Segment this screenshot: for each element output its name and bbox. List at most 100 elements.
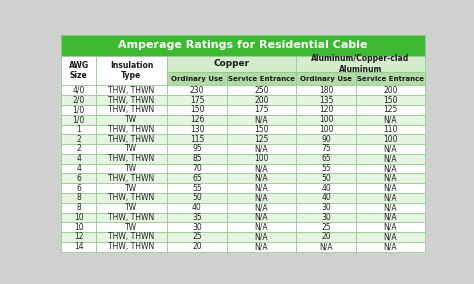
Text: 250: 250 (254, 86, 269, 95)
Text: 4: 4 (76, 164, 81, 173)
Bar (356, 174, 425, 183)
Bar (96, 164, 167, 174)
Text: TW: TW (126, 223, 137, 232)
Text: N/A: N/A (384, 213, 397, 222)
Text: 8: 8 (76, 203, 81, 212)
Text: N/A: N/A (255, 164, 268, 173)
Text: N/A: N/A (384, 233, 397, 241)
Bar (356, 193, 425, 203)
Bar (96, 193, 167, 203)
Bar (61, 115, 96, 124)
Text: AWG
Size: AWG Size (69, 61, 89, 80)
Bar (356, 134, 425, 144)
Bar (96, 203, 167, 212)
Text: 55: 55 (192, 183, 202, 193)
Text: Ordinary Use: Ordinary Use (171, 76, 223, 82)
Bar (167, 164, 228, 174)
Bar (96, 144, 167, 154)
Text: 126: 126 (190, 115, 204, 124)
Bar (61, 174, 96, 183)
Text: 25: 25 (192, 233, 202, 241)
Text: 30: 30 (192, 223, 202, 232)
Bar (228, 134, 296, 144)
Text: N/A: N/A (384, 242, 397, 251)
Bar (167, 56, 296, 72)
Bar (228, 154, 296, 164)
Text: Amperage Ratings for Residential Cable: Amperage Ratings for Residential Cable (118, 40, 368, 51)
Bar (228, 85, 296, 95)
Bar (296, 232, 356, 242)
Bar (167, 183, 228, 193)
Bar (296, 203, 356, 212)
Bar (228, 105, 296, 115)
Text: 50: 50 (192, 193, 202, 202)
Bar (356, 183, 425, 193)
Bar (167, 232, 228, 242)
Text: 8: 8 (76, 193, 81, 202)
Text: THW, THWN: THW, THWN (109, 242, 155, 251)
Bar (356, 242, 425, 252)
Bar (228, 144, 296, 154)
Text: Copper: Copper (213, 59, 249, 68)
Bar (61, 164, 96, 174)
Bar (296, 105, 356, 115)
Bar (96, 105, 167, 115)
Bar (167, 124, 228, 134)
Bar (296, 183, 356, 193)
Bar (356, 85, 425, 95)
Text: N/A: N/A (255, 174, 268, 183)
Bar (96, 56, 167, 85)
Text: THW, THWN: THW, THWN (109, 193, 155, 202)
Text: 135: 135 (319, 96, 333, 105)
Bar (228, 183, 296, 193)
Bar (96, 154, 167, 164)
Text: 95: 95 (192, 145, 202, 153)
Bar (356, 203, 425, 212)
Bar (228, 174, 296, 183)
Bar (228, 232, 296, 242)
Text: 1: 1 (76, 125, 81, 134)
Bar (296, 164, 356, 174)
Bar (96, 174, 167, 183)
Text: N/A: N/A (384, 203, 397, 212)
Text: N/A: N/A (255, 213, 268, 222)
Text: N/A: N/A (384, 174, 397, 183)
Bar (296, 212, 356, 222)
Bar (356, 144, 425, 154)
Text: N/A: N/A (319, 242, 333, 251)
Bar (61, 95, 96, 105)
Text: THW, THWN: THW, THWN (109, 135, 155, 144)
Bar (61, 232, 96, 242)
Bar (228, 95, 296, 105)
Text: N/A: N/A (255, 242, 268, 251)
Bar (96, 242, 167, 252)
Text: 12: 12 (74, 233, 83, 241)
Text: 25: 25 (321, 223, 331, 232)
Bar (167, 212, 228, 222)
Text: 100: 100 (319, 115, 333, 124)
Text: 6: 6 (76, 183, 81, 193)
Text: Ordinary Use: Ordinary Use (300, 76, 352, 82)
Text: 150: 150 (254, 125, 269, 134)
Bar (167, 144, 228, 154)
Bar (96, 212, 167, 222)
Text: 200: 200 (383, 86, 398, 95)
Bar (96, 124, 167, 134)
Bar (296, 124, 356, 134)
Text: 120: 120 (319, 105, 333, 114)
Bar (61, 212, 96, 222)
Text: THW, THWN: THW, THWN (109, 86, 155, 95)
Bar (61, 203, 96, 212)
Bar (296, 72, 356, 85)
Text: 10: 10 (74, 213, 83, 222)
Bar (61, 183, 96, 193)
Text: 200: 200 (254, 96, 269, 105)
Bar (296, 85, 356, 95)
Bar (96, 222, 167, 232)
Text: N/A: N/A (384, 223, 397, 232)
Bar (96, 115, 167, 124)
Text: Insulation
Type: Insulation Type (110, 61, 153, 80)
Bar (167, 174, 228, 183)
Text: 55: 55 (321, 164, 331, 173)
Bar (167, 154, 228, 164)
